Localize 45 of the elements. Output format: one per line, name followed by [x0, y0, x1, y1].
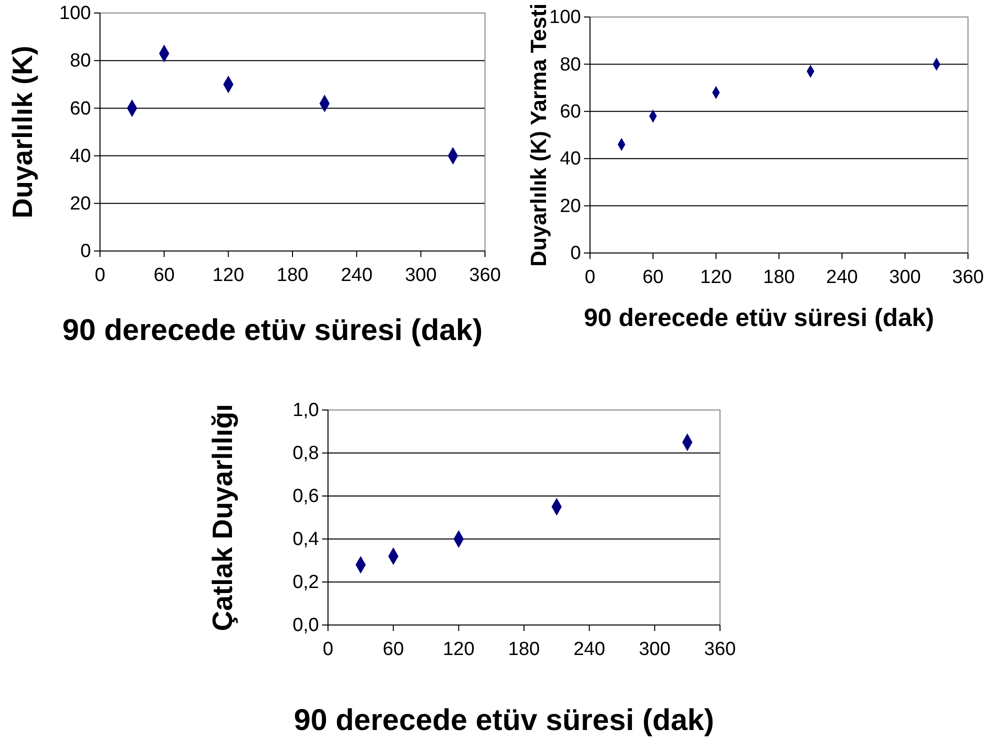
x-tick-label: 180 — [276, 264, 308, 286]
x-tick-label: 360 — [469, 264, 501, 286]
x-tick-label: 0 — [322, 638, 334, 660]
x-tick-label: 240 — [340, 264, 373, 286]
y-axis-title: Duyarlılık (K) Yarma Testi — [526, 3, 551, 267]
y-tick-label: 1,0 — [292, 400, 319, 422]
x-axis-title: 90 derecede etüv süresi (dak) — [62, 314, 483, 347]
x-tick-label: 360 — [704, 638, 736, 660]
x-tick-label: 240 — [573, 638, 606, 660]
x-tick-label: 300 — [889, 266, 921, 288]
x-tick-label: 300 — [404, 264, 437, 286]
y-tick-label: 20 — [560, 196, 581, 217]
x-tick-label: 120 — [442, 638, 475, 660]
x-tick-label: 0 — [584, 266, 596, 288]
y-tick-label: 100 — [549, 7, 581, 28]
y-tick-label: 0,2 — [292, 572, 319, 594]
y-tick-label: 40 — [70, 146, 91, 167]
y-tick-label: 60 — [70, 98, 91, 120]
x-tick-label: 360 — [952, 266, 984, 288]
y-axis-title: Çatlak Duyarlılığı — [207, 404, 238, 632]
y-tick-label: 0,6 — [292, 486, 319, 508]
x-tick-label: 60 — [154, 264, 175, 286]
y-tick-label: 20 — [70, 193, 91, 214]
y-tick-label: 0,8 — [292, 443, 319, 464]
y-axis-title: Duyarlılık (K) — [7, 46, 38, 218]
x-tick-label: 120 — [212, 264, 244, 286]
y-tick-label: 100 — [59, 3, 91, 24]
x-axis-title: 90 derecede etüv süresi (dak) — [584, 304, 934, 332]
x-tick-label: 180 — [508, 638, 540, 660]
y-tick-label: 0,4 — [292, 529, 320, 550]
x-tick-label: 180 — [763, 266, 795, 288]
y-tick-label: 0 — [570, 243, 581, 264]
y-tick-label: 60 — [560, 101, 581, 122]
x-tick-label: 60 — [642, 266, 664, 288]
y-tick-label: 80 — [70, 50, 91, 72]
x-tick-label: 120 — [700, 266, 732, 288]
x-tick-label: 60 — [382, 638, 404, 660]
x-tick-label: 300 — [638, 638, 671, 660]
x-tick-label: 240 — [826, 266, 858, 288]
x-tick-label: 0 — [94, 264, 106, 286]
y-tick-label: 0 — [80, 241, 91, 262]
y-tick-label: 40 — [560, 148, 581, 170]
x-axis-title: 90 derecede etüv süresi (dak) — [294, 704, 714, 737]
y-tick-label: 0,0 — [292, 615, 319, 636]
y-tick-label: 80 — [560, 54, 581, 76]
